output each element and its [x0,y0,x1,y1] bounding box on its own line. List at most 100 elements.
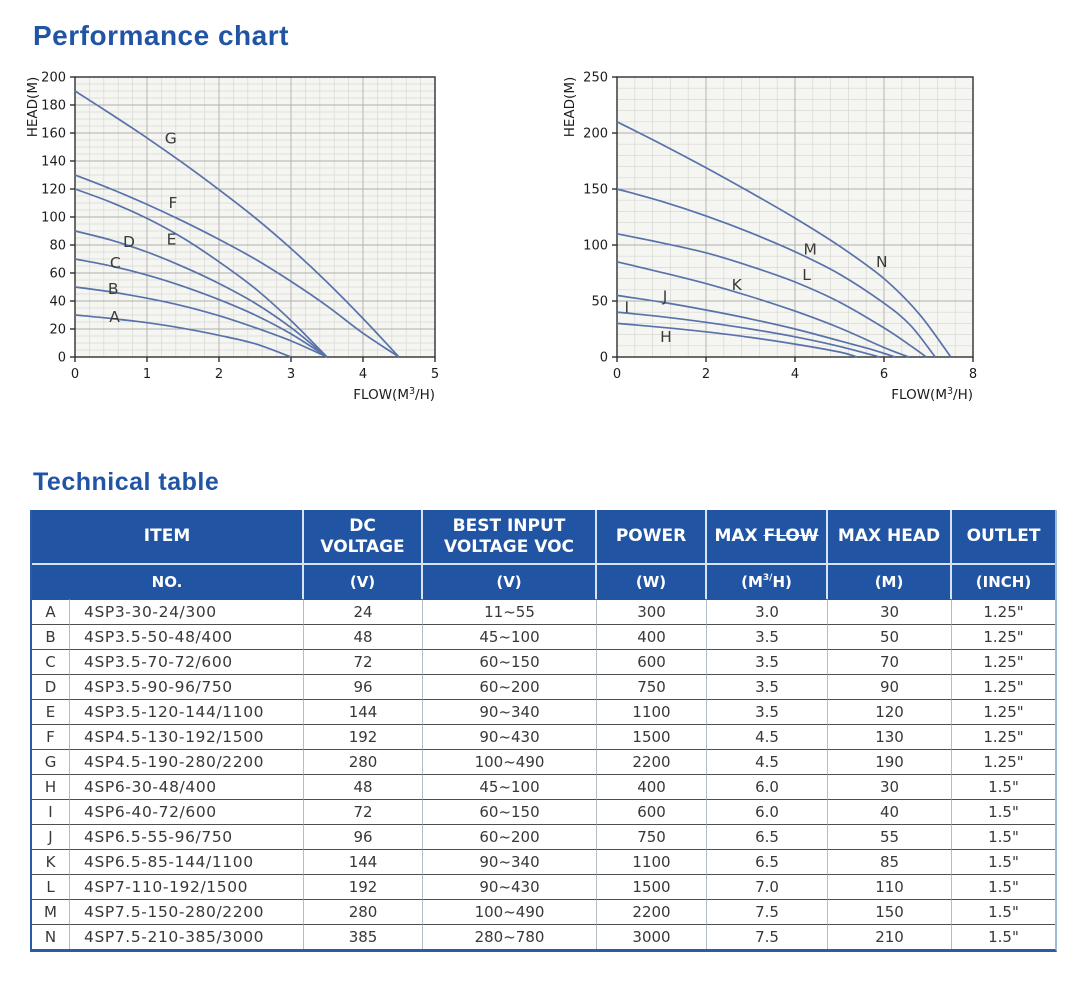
max-flow-value: 6.5 [707,824,829,849]
max-flow-value: 3.0 [707,599,829,624]
curve-F [74,174,400,358]
row-letter: N [32,924,70,949]
max-flow-value: 4.5 [707,749,829,774]
best-input-voltage-value: 60~150 [423,799,598,824]
table-row: N 4SP7.5-210-385/3000 385 280~780 3000 7.5 210… [32,924,1056,949]
table-row: F 4SP4.5-130-192/1500 192 90~430 1500 4.5 130 1… [32,724,1056,749]
best-input-voltage-value: 45~100 [423,774,598,799]
max-flow-value: 7.0 [707,874,829,899]
power-value: 300 [597,599,708,624]
curve-label-D: D [123,233,135,251]
power-value: 400 [597,624,708,649]
max-head-value: 70 [828,649,953,674]
best-input-voltage-value: 60~200 [423,824,598,849]
max-head-value: 190 [828,749,953,774]
power-value: 600 [597,799,708,824]
axis-ticks [612,76,974,362]
row-letter: E [32,699,70,724]
row-letter: I [32,799,70,824]
y-tick-label: 250 [583,71,608,86]
row-letter: A [32,599,70,624]
best-input-voltage-value: 90~340 [423,849,598,874]
table-row: E 4SP3.5-120-144/1100 144 90~340 1100 3.5 120 1… [32,699,1056,724]
technical-table: ITEM DC VOLTAGE BEST INPUT VOLTAGE VOC POW… [30,510,1058,952]
y-tick-label: 20 [49,323,66,338]
x-tick-label: 1 [143,367,151,382]
row-letter: F [32,724,70,749]
curve-label-E: E [167,230,177,248]
outlet-value: 1.25" [952,649,1056,674]
col-header-power: POWER [597,510,708,565]
power-value: 750 [597,824,708,849]
best-input-voltage-value: 60~200 [423,674,598,699]
power-value: 1500 [597,874,708,899]
table-row: L 4SP7-110-192/1500 192 90~430 1500 7.0 110 1.5… [32,874,1056,899]
y-tick-label: 200 [583,127,608,142]
item-no: 4SP6.5-55-96/750 [70,824,305,849]
outlet-value: 1.5" [952,849,1056,874]
curve-label-L: L [802,266,811,284]
item-no: 4SP7-110-192/1500 [70,874,305,899]
max-flow-value: 7.5 [707,924,829,949]
curve-label-G: G [165,130,177,148]
y-tick-label: 120 [41,183,66,198]
max-flow-value: 6.0 [707,799,829,824]
table-row: K 4SP6.5-85-144/1100 144 90~340 1100 6.5 85 1.5… [32,849,1056,874]
outlet-value: 1.25" [952,624,1056,649]
x-axis-label: FLOW(M3/H) [353,386,435,403]
max-head-value: 120 [828,699,953,724]
max-head-value: 30 [828,599,953,624]
curve-L [616,232,927,358]
outlet-value: 1.5" [952,899,1056,924]
best-input-voltage-value: 90~340 [423,699,598,724]
power-value: 1100 [597,699,708,724]
item-no: 4SP6-30-48/400 [70,774,305,799]
power-value: 600 [597,649,708,674]
y-tick-label: 200 [41,71,66,86]
max-flow-value: 4.5 [707,724,829,749]
best-input-voltage-value: 90~430 [423,874,598,899]
max-flow-value: 7.5 [707,899,829,924]
max-flow-value: 3.5 [707,674,829,699]
y-tick-label: 40 [49,295,66,310]
table-row: D 4SP3.5-90-96/750 96 60~200 750 3.5 90 1.25" [32,674,1056,699]
row-letter: D [32,674,70,699]
power-value: 2200 [597,899,708,924]
max-flow-value: 3.5 [707,649,829,674]
max-head-value: 40 [828,799,953,824]
best-input-voltage-value: 100~490 [423,749,598,774]
outlet-value: 1.25" [952,724,1056,749]
curve-label-B: B [108,280,119,298]
curve-C [74,258,328,358]
x-tick-label: 8 [969,367,977,382]
best-input-voltage-value: 100~490 [423,899,598,924]
best-input-voltage-value: 280~780 [423,924,598,949]
header-row-titles: ITEM DC VOLTAGE BEST INPUT VOLTAGE VOC POW… [32,510,1056,565]
max-head-value: 150 [828,899,953,924]
curve-label-C: C [110,254,121,272]
col-header-max-flow: MAX FLOW [707,510,829,565]
performance-chart-right: 0 2 4 6 8 0 50 100 150 200 250 HEAD(M) FLOW(M3/H) H I J… [562,71,977,404]
curve-label-K: K [732,276,743,294]
y-axis-label: HEAD(M) [562,77,578,138]
best-input-voltage-value: 90~430 [423,724,598,749]
curve-G [74,90,400,358]
row-letter: J [32,824,70,849]
power-value: 1100 [597,849,708,874]
curve-H [616,322,858,358]
dc-voltage-value: 48 [304,624,424,649]
row-letter: B [32,624,70,649]
x-tick-label: 0 [613,367,621,382]
technical-table-title: Technical table [33,468,220,496]
dc-voltage-value: 144 [304,849,424,874]
col-header-best-input-voltage: BEST INPUT VOLTAGE VOC [423,510,598,565]
technical-table-body: A 4SP3-30-24/300 24 11~55 300 3.0 30 1.25" B 4SP3… [32,599,1056,949]
item-no: 4SP7.5-210-385/3000 [70,924,305,949]
y-tick-label: 0 [600,351,608,366]
unit-outlet: (INCH) [952,565,1056,599]
item-no: 4SP4.5-190-280/2200 [70,749,305,774]
performance-chart-title: Performance chart [33,20,289,51]
dc-voltage-value: 48 [304,774,424,799]
power-value: 400 [597,774,708,799]
power-value: 750 [597,674,708,699]
